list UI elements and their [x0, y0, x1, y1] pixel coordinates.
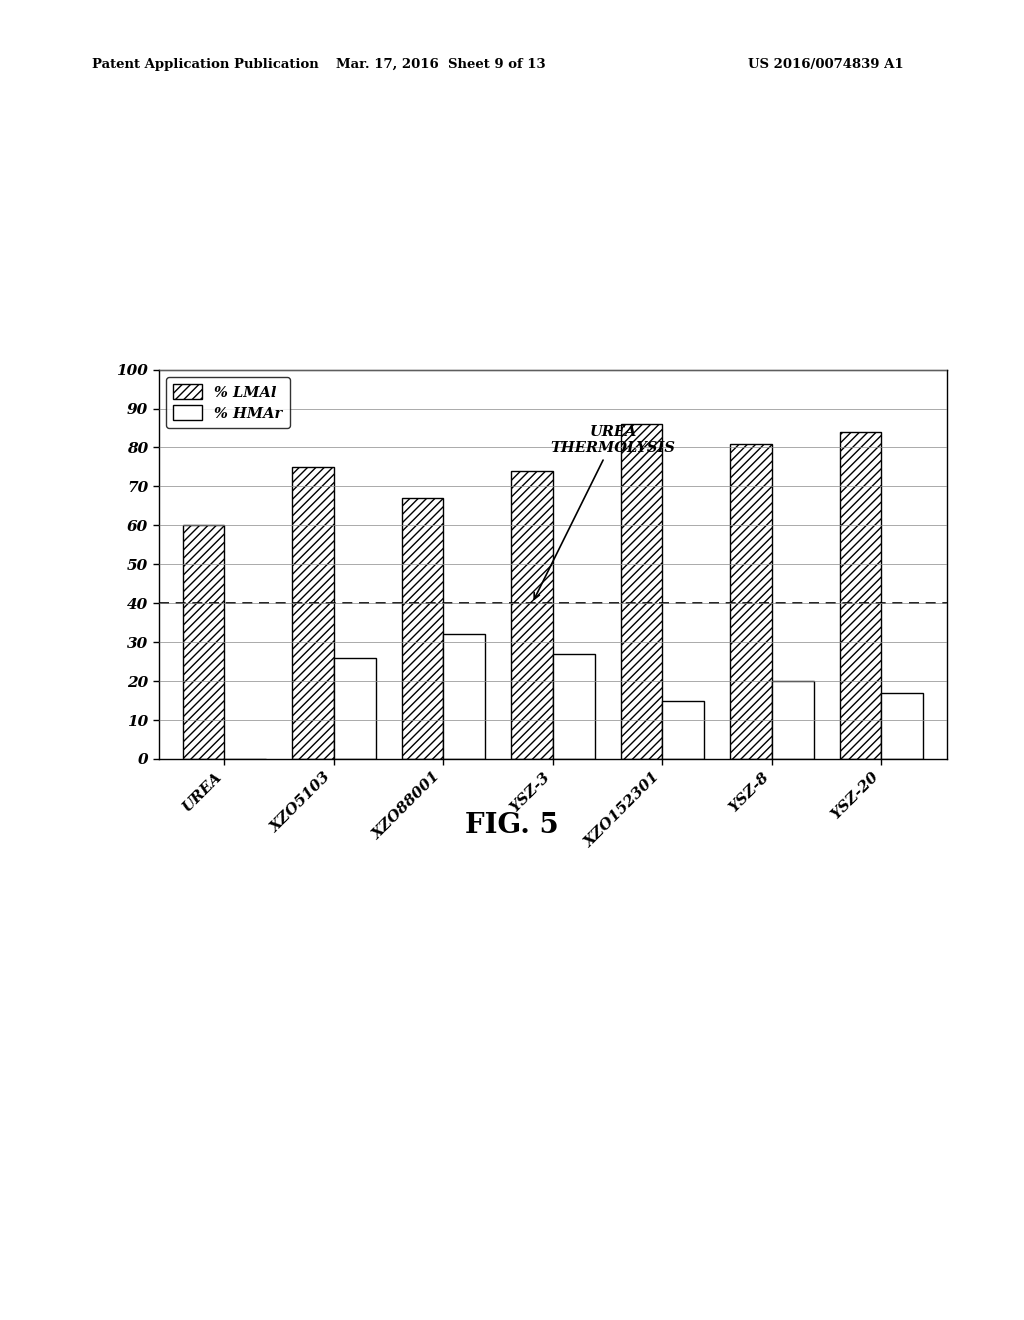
Text: Mar. 17, 2016  Sheet 9 of 13: Mar. 17, 2016 Sheet 9 of 13 [336, 58, 545, 71]
Bar [621, 424, 663, 759]
Bar [443, 635, 485, 759]
Bar [511, 471, 553, 759]
Bar [840, 432, 882, 759]
Text: FIG. 5: FIG. 5 [465, 812, 559, 838]
Bar [292, 467, 334, 759]
Text: US 2016/0074839 A1: US 2016/0074839 A1 [748, 58, 903, 71]
Bar [663, 701, 705, 759]
Bar [882, 693, 923, 759]
Text: Patent Application Publication: Patent Application Publication [92, 58, 318, 71]
Text: UREA
THERMOLYSIS: UREA THERMOLYSIS [535, 425, 676, 599]
Bar [183, 525, 224, 759]
Bar [553, 653, 595, 759]
Bar [334, 657, 376, 759]
Bar [772, 681, 814, 759]
Bar [401, 498, 443, 759]
Legend: % LMAl, % HMAr: % LMAl, % HMAr [166, 378, 290, 428]
Bar [730, 444, 772, 759]
